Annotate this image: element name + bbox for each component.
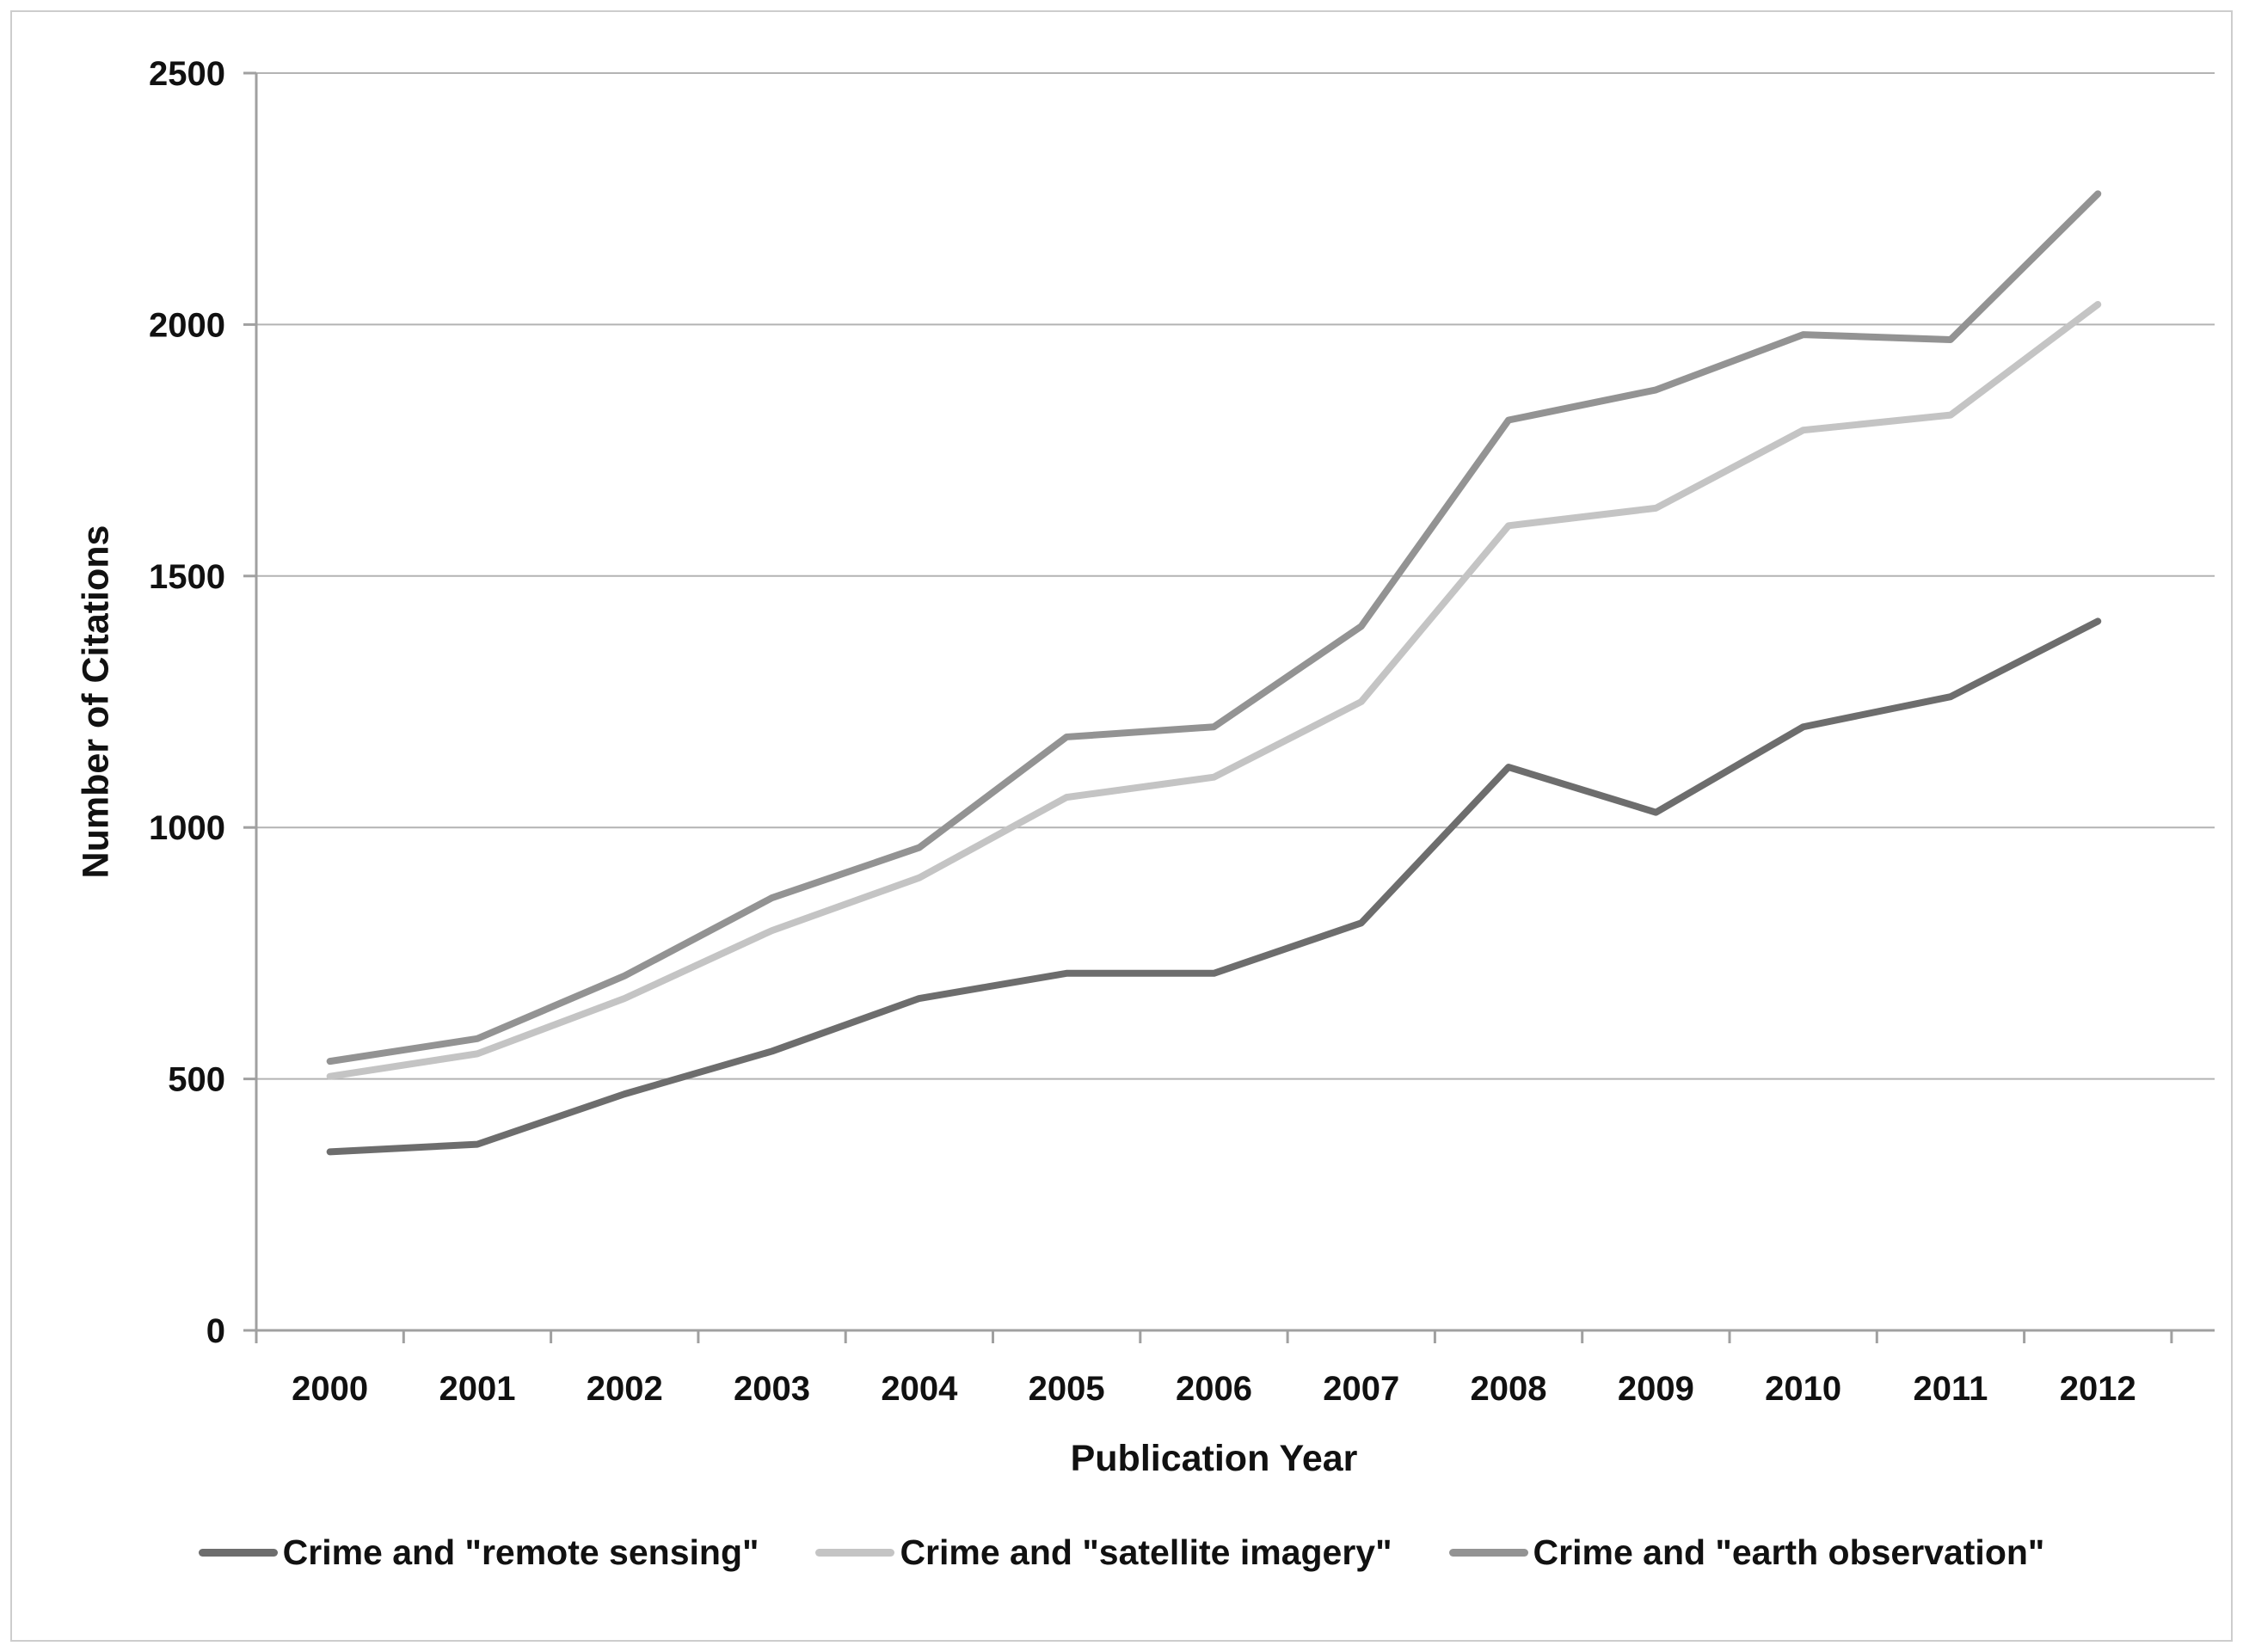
legend-item-0: Crime and "remote sensing": [198, 1532, 759, 1573]
x-tick-label: 2003: [734, 1370, 810, 1408]
series-line-0: [326, 617, 2102, 1156]
y-tick-label: 1500: [149, 558, 225, 596]
y-tick-label: 2000: [149, 306, 225, 344]
legend: Crime and "remote sensing" Crime and "sat…: [0, 1532, 2243, 1573]
legend-line-swatch: [1448, 1549, 1528, 1557]
legend-line-swatch: [198, 1549, 278, 1557]
legend-label: Crime and "remote sensing": [282, 1532, 759, 1572]
x-tick-label: 2001: [439, 1370, 515, 1408]
x-tick-label: 2004: [881, 1370, 958, 1408]
series-line-1: [326, 301, 2102, 1080]
x-tick-label: 2009: [1618, 1370, 1694, 1408]
x-tick-label: 2007: [1323, 1370, 1399, 1408]
y-axis-title: Number of Citations: [75, 525, 117, 879]
series-line-2: [326, 190, 2102, 1066]
x-tick-label: 2000: [292, 1370, 368, 1408]
legend-item-2: Crime and "earth observation": [1448, 1532, 2045, 1573]
x-tick-label: 2008: [1471, 1370, 1547, 1408]
y-tick-label: 500: [168, 1061, 225, 1099]
y-tick-label: 2500: [149, 55, 225, 93]
legend-label: Crime and "earth observation": [1533, 1532, 2045, 1572]
legend-item-1: Crime and "satellite imagery": [815, 1532, 1392, 1573]
x-tick-label: 2006: [1176, 1370, 1252, 1408]
x-tick-label: 2005: [1029, 1370, 1105, 1408]
legend-label: Crime and "satellite imagery": [900, 1532, 1392, 1572]
y-tick-label: 0: [206, 1312, 225, 1350]
legend-line-swatch: [815, 1549, 895, 1557]
y-tick-label: 1000: [149, 809, 225, 847]
x-tick-label: 2010: [1765, 1370, 1841, 1408]
x-tick-label: 2002: [587, 1370, 663, 1408]
x-tick-label: 2012: [2060, 1370, 2136, 1408]
x-tick-label: 2011: [1914, 1370, 1988, 1408]
x-axis-title: Publication Year: [1070, 1438, 1358, 1479]
